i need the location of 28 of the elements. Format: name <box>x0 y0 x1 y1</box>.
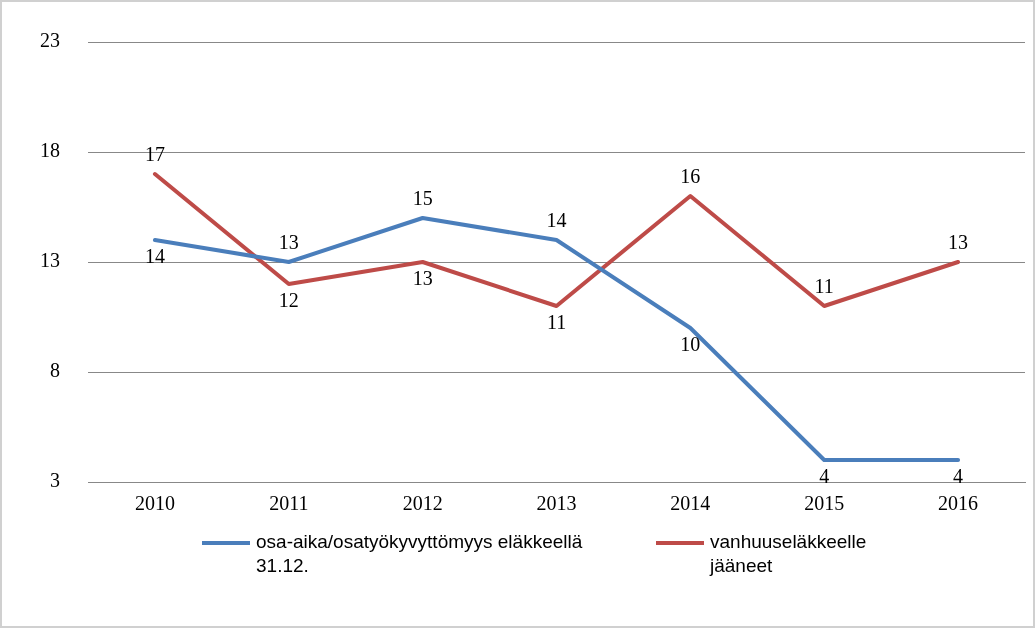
data-label: 14 <box>144 245 165 268</box>
data-label: 10 <box>680 333 701 356</box>
data-label: 12 <box>278 289 299 312</box>
x-tick-label: 2011 <box>269 492 309 515</box>
data-label: 11 <box>546 311 567 334</box>
x-tick-label: 2012 <box>402 492 443 515</box>
legend-label: vanhuuseläkkeelle jääneet <box>710 530 868 578</box>
legend-label: osa-aika/osatyökyvyttömyys eläkkeellä 31.12. <box>256 530 584 578</box>
x-tick-label: 2014 <box>670 492 711 515</box>
y-tick-label: 3 <box>50 469 60 492</box>
y-tick-label: 23 <box>40 29 60 52</box>
x-tick-label: 2010 <box>134 492 175 515</box>
x-tick-label: 2013 <box>536 492 577 515</box>
data-label: 4 <box>953 465 964 488</box>
data-label: 13 <box>948 231 969 254</box>
data-label: 14 <box>546 209 567 232</box>
data-label: 13 <box>412 267 433 290</box>
y-tick-label: 13 <box>40 249 60 272</box>
data-label: 15 <box>412 187 433 210</box>
data-label: 13 <box>278 231 299 254</box>
data-label: 4 <box>819 465 830 488</box>
y-tick-label: 18 <box>40 139 60 162</box>
x-tick-label: 2016 <box>938 492 979 515</box>
x-tick-label: 2015 <box>804 492 845 515</box>
y-tick-label: 8 <box>50 359 60 382</box>
data-label: 11 <box>814 275 834 298</box>
data-label: 16 <box>680 165 701 188</box>
data-label: 17 <box>144 143 165 166</box>
